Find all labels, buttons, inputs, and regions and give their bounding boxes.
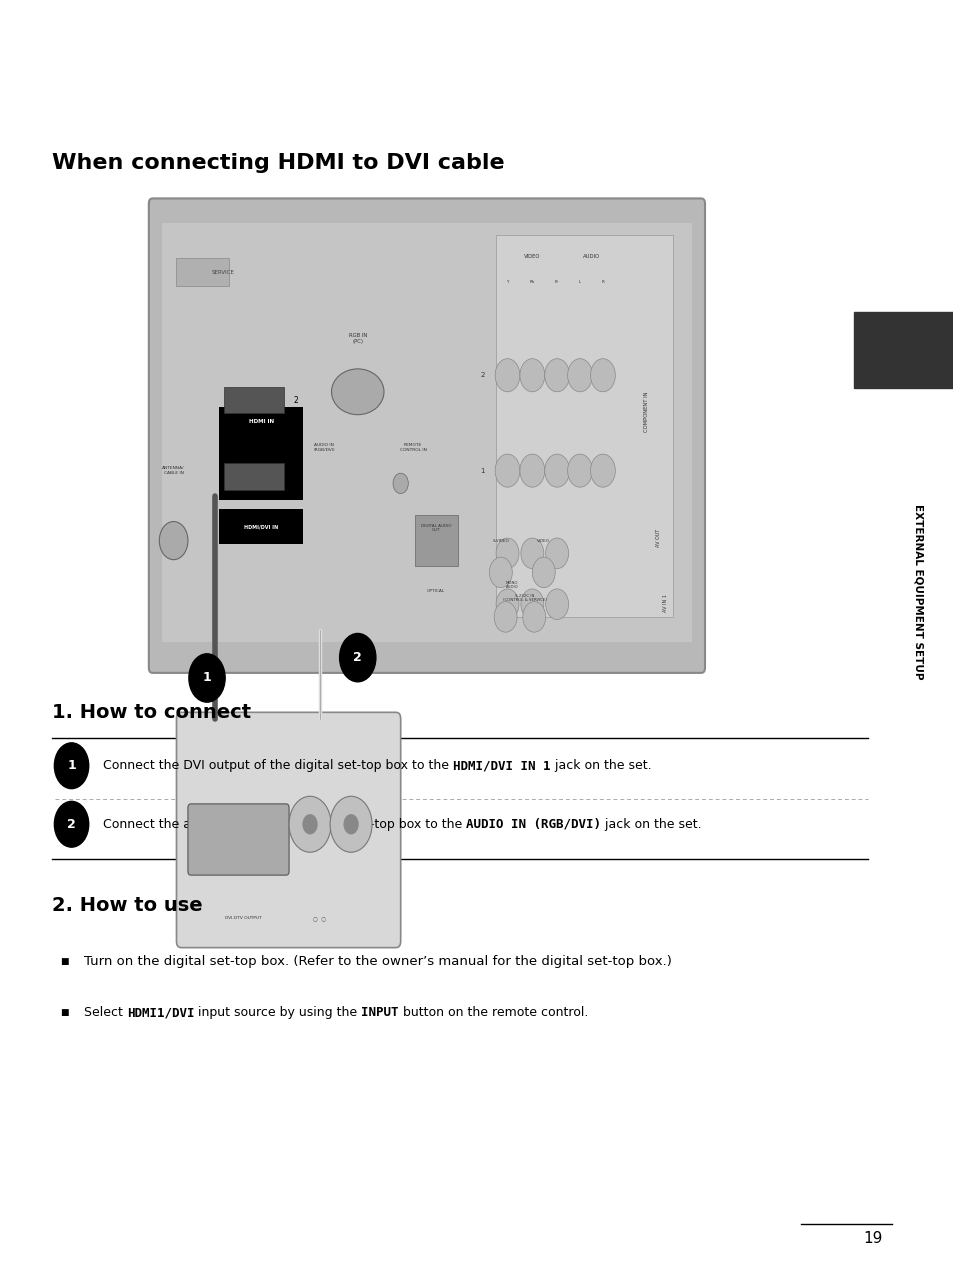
Text: 2. How to use: 2. How to use [52, 897, 203, 915]
Circle shape [159, 522, 188, 560]
Text: EXTERNAL EQUIPMENT SETUP: EXTERNAL EQUIPMENT SETUP [913, 504, 923, 679]
Bar [496, 235, 672, 617]
Text: ○  ○: ○ ○ [313, 916, 326, 921]
Bar [176, 258, 229, 286]
Text: DVI-DTV OUTPUT: DVI-DTV OUTPUT [225, 916, 261, 921]
Circle shape [330, 796, 372, 852]
Text: AV OUT: AV OUT [655, 529, 660, 547]
Text: Connect the audio output of the digital set-top box to the: Connect the audio output of the digital … [103, 818, 466, 831]
Text: INPUT: INPUT [361, 1006, 398, 1019]
Circle shape [489, 557, 512, 588]
Text: AUDIO IN (RGB/DVI): AUDIO IN (RGB/DVI) [466, 818, 600, 831]
Text: AUDIO: AUDIO [582, 254, 599, 259]
Text: DIGITAL AUDIO
OUT: DIGITAL AUDIO OUT [420, 524, 451, 532]
Text: Turn on the digital set-top box. (Refer to the owner’s manual for the digital se: Turn on the digital set-top box. (Refer … [84, 955, 671, 968]
Circle shape [532, 557, 555, 588]
Text: 1. How to connect: 1. How to connect [52, 703, 252, 721]
Bar [219, 509, 303, 544]
Bar [415, 515, 457, 566]
Text: S-VIDEO: S-VIDEO [492, 538, 509, 543]
Text: MONO
AUDIO: MONO AUDIO [505, 581, 517, 589]
Text: S-232C IN
(CONTROL & SERVICE): S-232C IN (CONTROL & SERVICE) [502, 594, 546, 602]
Circle shape [343, 814, 358, 834]
Text: ■: ■ [60, 957, 69, 967]
Bar [162, 223, 691, 642]
FancyBboxPatch shape [149, 198, 704, 673]
Text: button on the remote control.: button on the remote control. [398, 1006, 588, 1019]
Text: RGB IN
(PC): RGB IN (PC) [348, 333, 367, 343]
Circle shape [495, 454, 519, 487]
Text: 19: 19 [862, 1231, 882, 1247]
Circle shape [520, 589, 543, 619]
Text: COMPONENT IN: COMPONENT IN [643, 392, 649, 431]
Circle shape [544, 454, 569, 487]
Text: AUDIO IN
(RGB/DVI): AUDIO IN (RGB/DVI) [314, 444, 335, 452]
Text: VIDEO: VIDEO [523, 254, 540, 259]
Text: 2: 2 [294, 396, 298, 406]
Bar [219, 407, 303, 500]
FancyBboxPatch shape [188, 804, 289, 875]
Circle shape [495, 359, 519, 392]
Bar [224, 463, 284, 490]
Text: Pb: Pb [529, 280, 535, 285]
Circle shape [54, 801, 89, 847]
Text: L: L [578, 280, 580, 285]
Circle shape [545, 589, 568, 619]
Circle shape [289, 796, 331, 852]
Text: 1: 1 [294, 472, 298, 482]
Bar [853, 312, 953, 388]
Text: HDMI1/DVI: HDMI1/DVI [127, 1006, 194, 1019]
Circle shape [519, 454, 544, 487]
Text: 2: 2 [353, 651, 362, 664]
Circle shape [522, 602, 545, 632]
Text: OPTICAL: OPTICAL [426, 589, 445, 594]
Circle shape [496, 538, 518, 569]
Text: AV IN 1: AV IN 1 [662, 594, 668, 612]
Circle shape [567, 359, 592, 392]
Circle shape [544, 359, 569, 392]
Text: REMOTE
CONTROL IN: REMOTE CONTROL IN [399, 444, 426, 452]
Circle shape [496, 589, 518, 619]
Circle shape [545, 538, 568, 569]
Circle shape [590, 454, 615, 487]
Text: When connecting HDMI to DVI cable: When connecting HDMI to DVI cable [52, 153, 504, 173]
Text: HDMI/DVI IN: HDMI/DVI IN [244, 524, 278, 529]
Text: jack on the set.: jack on the set. [550, 759, 651, 772]
Circle shape [494, 602, 517, 632]
Text: Connect the DVI output of the digital set-top box to the: Connect the DVI output of the digital se… [103, 759, 453, 772]
Circle shape [519, 359, 544, 392]
Text: 1: 1 [479, 468, 484, 473]
Text: 2: 2 [67, 818, 76, 831]
Text: 2: 2 [479, 373, 484, 378]
Text: HDMI IN: HDMI IN [249, 418, 274, 424]
Text: ■: ■ [60, 1007, 69, 1018]
Text: Pr: Pr [555, 280, 558, 285]
Circle shape [302, 814, 317, 834]
Ellipse shape [331, 369, 383, 415]
Text: R: R [600, 280, 604, 285]
Text: input source by using the: input source by using the [194, 1006, 361, 1019]
Circle shape [393, 473, 408, 494]
Circle shape [567, 454, 592, 487]
Text: Y: Y [506, 280, 508, 285]
Bar [224, 387, 284, 413]
FancyBboxPatch shape [176, 712, 400, 948]
Text: SERVICE: SERVICE [212, 270, 234, 275]
Text: 1: 1 [202, 672, 212, 684]
Text: Select: Select [84, 1006, 127, 1019]
Text: VIDEO: VIDEO [537, 538, 550, 543]
Text: jack on the set.: jack on the set. [600, 818, 701, 831]
Text: 1: 1 [67, 759, 76, 772]
Circle shape [590, 359, 615, 392]
Circle shape [339, 633, 375, 682]
Circle shape [54, 743, 89, 789]
Text: ANTENNA/
CABLE IN: ANTENNA/ CABLE IN [162, 467, 185, 474]
Text: HDMI/DVI IN 1: HDMI/DVI IN 1 [453, 759, 550, 772]
Circle shape [520, 538, 543, 569]
Circle shape [189, 654, 225, 702]
